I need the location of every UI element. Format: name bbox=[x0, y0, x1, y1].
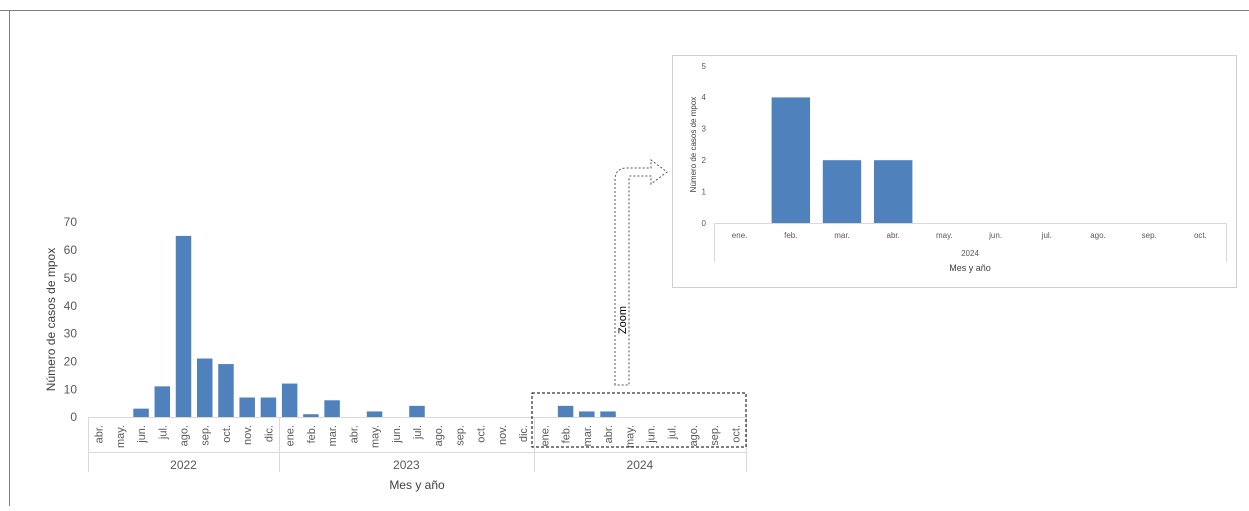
bar bbox=[366, 411, 383, 417]
x-category-label: may. bbox=[115, 425, 127, 448]
bar bbox=[822, 160, 862, 223]
zoom-selection-box bbox=[531, 392, 747, 448]
y-tick-label: 20 bbox=[64, 354, 78, 368]
x-category-label: jul. bbox=[1041, 231, 1052, 240]
year-group-label: 2024 bbox=[961, 249, 979, 258]
x-category-label: feb. bbox=[306, 425, 318, 443]
bar bbox=[260, 397, 277, 417]
bar bbox=[175, 235, 192, 417]
bar bbox=[579, 411, 595, 417]
x-category-label: mar. bbox=[582, 425, 594, 446]
x-category-label: oct. bbox=[1194, 231, 1207, 240]
bar bbox=[196, 358, 213, 417]
x-category-label: may. bbox=[624, 425, 636, 448]
bar bbox=[874, 160, 913, 223]
zoom-arrow bbox=[614, 159, 668, 386]
bar bbox=[324, 400, 340, 417]
x-category-label: jun. bbox=[645, 425, 657, 444]
x-category-label: mar. bbox=[327, 425, 339, 446]
bar bbox=[239, 397, 255, 417]
bar bbox=[600, 411, 616, 417]
inset-panel bbox=[672, 55, 1237, 288]
x-category-label: ene. bbox=[285, 425, 297, 446]
y-axis-title: Número de casos de mpox bbox=[44, 248, 58, 391]
x-category-label: jul. bbox=[412, 425, 424, 440]
x-category-label: sep. bbox=[454, 425, 466, 446]
bar bbox=[303, 414, 319, 417]
x-category-label: feb. bbox=[784, 231, 797, 240]
x-category-label: jun. bbox=[391, 425, 403, 444]
zoom-label: Zoom bbox=[617, 306, 629, 334]
inset-chart: 0 1 2 3 4 5 Número de casos de mpox ene. feb. mar… bbox=[689, 62, 1227, 273]
zoom-annotation: Zoom bbox=[531, 159, 747, 448]
y-tick-label: 4 bbox=[702, 93, 707, 102]
y-tick-label: 10 bbox=[64, 382, 78, 396]
x-category-label: mar. bbox=[834, 231, 850, 240]
main-chart: 0 10 20 30 40 50 60 70 Número de casos de mpox ab… bbox=[44, 215, 747, 492]
x-category-label: ago. bbox=[179, 425, 191, 446]
y-tick-label: 2 bbox=[702, 156, 707, 165]
x-category-label: jun. bbox=[136, 425, 148, 444]
x-category-label: oct. bbox=[730, 425, 742, 443]
x-category-label: abr. bbox=[94, 425, 106, 443]
x-category-label: may. bbox=[370, 425, 382, 448]
y-tick-label: 30 bbox=[64, 327, 78, 341]
x-category-label: ene. bbox=[732, 231, 748, 240]
y-tick-label: 40 bbox=[64, 299, 78, 313]
x-category-label: abr. bbox=[348, 425, 360, 443]
x-category-label: abr. bbox=[887, 231, 900, 240]
x-category-label: ago. bbox=[1090, 231, 1106, 240]
x-category-label: jul. bbox=[667, 425, 679, 440]
x-category-label: nov. bbox=[497, 425, 509, 445]
y-tick-label: 70 bbox=[64, 215, 78, 229]
bar bbox=[281, 383, 298, 417]
x-category-label: may. bbox=[936, 231, 953, 240]
x-category-label: jun. bbox=[988, 231, 1002, 240]
x-category-label: sep. bbox=[200, 425, 212, 446]
x-category-label: abr. bbox=[603, 425, 615, 443]
year-group-label: 2024 bbox=[627, 458, 654, 472]
y-tick-label: 3 bbox=[702, 125, 707, 134]
x-category-label: ene. bbox=[539, 425, 551, 446]
year-group-label: 2023 bbox=[393, 458, 420, 472]
x-axis-title: Mes y año bbox=[389, 478, 445, 492]
x-category-label: dic. bbox=[518, 425, 530, 442]
x-category-label: ago. bbox=[433, 425, 445, 446]
y-tick-label: 5 bbox=[702, 62, 707, 71]
y-tick-label: 0 bbox=[70, 410, 77, 424]
y-tick-label: 60 bbox=[64, 243, 78, 257]
x-category-label: sep. bbox=[1142, 231, 1157, 240]
bar bbox=[133, 408, 149, 417]
x-axis-title: Mes y año bbox=[949, 263, 991, 273]
year-group-label: 2022 bbox=[170, 458, 197, 472]
x-category-label: sep. bbox=[709, 425, 721, 446]
y-tick-label: 1 bbox=[702, 187, 707, 196]
x-category-label: feb. bbox=[561, 425, 573, 443]
bar bbox=[771, 97, 810, 223]
x-category-label: ago. bbox=[688, 425, 700, 446]
x-category-label: oct. bbox=[221, 425, 233, 443]
x-category-label: jul. bbox=[157, 425, 169, 440]
x-category-label: dic. bbox=[263, 425, 275, 442]
y-tick-label: 50 bbox=[64, 271, 78, 285]
x-category-label: nov. bbox=[242, 425, 254, 445]
y-axis-title: Número de casos de mpox bbox=[689, 97, 698, 193]
bar bbox=[154, 386, 171, 417]
x-category-label: oct. bbox=[476, 425, 488, 443]
bar bbox=[218, 364, 234, 417]
y-tick-label: 0 bbox=[702, 219, 707, 228]
bar bbox=[557, 405, 574, 417]
bar bbox=[409, 405, 425, 417]
